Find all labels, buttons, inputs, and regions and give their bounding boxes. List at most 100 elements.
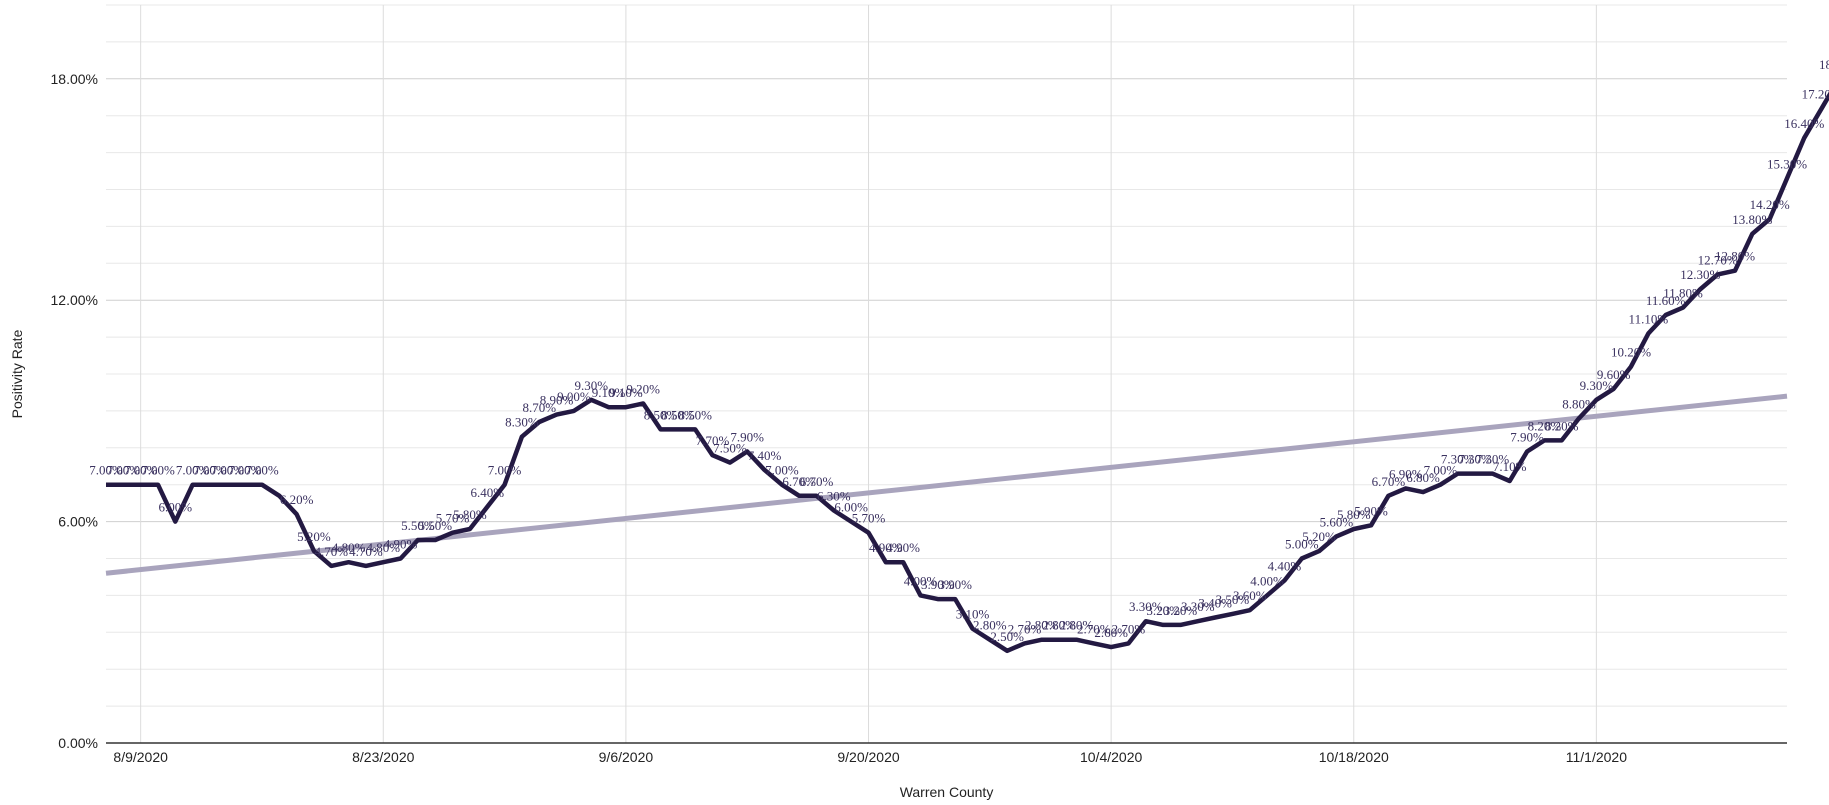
data-label: 18.00% bbox=[1819, 57, 1829, 72]
data-label: 8.50% bbox=[678, 407, 712, 422]
data-label: 6.70% bbox=[1372, 474, 1406, 489]
data-label: 3.30% bbox=[1129, 599, 1163, 614]
data-label: 5.00% bbox=[1285, 537, 1319, 552]
data-label: 9.10% bbox=[609, 385, 643, 400]
x-tick-label: 9/20/2020 bbox=[837, 749, 899, 765]
data-label: 4.70% bbox=[314, 544, 348, 559]
x-tick-label: 8/9/2020 bbox=[113, 749, 168, 765]
data-label: 6.70% bbox=[782, 474, 816, 489]
data-label: 6.80% bbox=[1406, 470, 1440, 485]
data-label: 8.80% bbox=[1562, 396, 1596, 411]
data-label: 7.30% bbox=[1476, 452, 1510, 467]
data-label: 3.40% bbox=[1198, 596, 1232, 611]
data-label: 3.10% bbox=[956, 607, 990, 622]
data-label: 7.30% bbox=[1458, 452, 1492, 467]
data-label: 2.80% bbox=[973, 618, 1007, 633]
data-labels: 7.00%7.00%7.00%7.00%6.00%7.00%7.00%7.00%… bbox=[89, 57, 1829, 644]
data-label: 9.60% bbox=[1597, 367, 1631, 382]
data-label: 7.00% bbox=[211, 463, 245, 478]
data-label: 8.20% bbox=[1545, 418, 1579, 433]
x-tick-label: 10/4/2020 bbox=[1080, 749, 1142, 765]
data-label: 3.20% bbox=[1164, 603, 1198, 618]
data-label: 4.80% bbox=[332, 540, 366, 555]
data-label: 6.00% bbox=[834, 500, 868, 515]
trendline bbox=[105, 393, 1788, 576]
data-label: 7.70% bbox=[696, 433, 730, 448]
data-label: 5.20% bbox=[1302, 529, 1336, 544]
data-label: 12.30% bbox=[1680, 267, 1720, 282]
data-label: 11.60% bbox=[1646, 293, 1686, 308]
gridlines bbox=[106, 4, 1787, 743]
data-label: 3.60% bbox=[1233, 588, 1267, 603]
data-label: 7.00% bbox=[765, 463, 799, 478]
data-label: 15.30% bbox=[1767, 156, 1807, 171]
data-label: 5.80% bbox=[1337, 507, 1371, 522]
data-label: 13.80% bbox=[1732, 212, 1772, 227]
data-label: 7.00% bbox=[176, 463, 210, 478]
data-label: 3.90% bbox=[921, 577, 955, 592]
data-label: 7.00% bbox=[141, 463, 175, 478]
data-label: 5.50% bbox=[401, 518, 435, 533]
data-label: 10.20% bbox=[1611, 345, 1651, 360]
data-label: 6.00% bbox=[159, 500, 193, 515]
data-label: 4.90% bbox=[886, 540, 920, 555]
y-tick-label: 18.00% bbox=[51, 71, 98, 87]
data-label: 7.40% bbox=[748, 448, 782, 463]
data-label: 5.50% bbox=[418, 518, 452, 533]
data-label: 7.30% bbox=[1441, 452, 1475, 467]
data-label: 7.00% bbox=[228, 463, 262, 478]
data-label: 8.30% bbox=[505, 415, 539, 430]
data-label: 6.20% bbox=[280, 492, 314, 507]
y-tick-label: 12.00% bbox=[51, 292, 98, 308]
x-axis-title: Warren County bbox=[900, 784, 994, 800]
data-label: 4.90% bbox=[384, 537, 418, 552]
series-line-positivity bbox=[106, 91, 1829, 654]
data-label: 9.00% bbox=[557, 389, 591, 404]
x-tick-label: 9/6/2020 bbox=[599, 749, 654, 765]
data-label: 2.70% bbox=[1112, 621, 1146, 636]
data-label: 8.50% bbox=[661, 407, 695, 422]
data-label: 6.90% bbox=[1389, 466, 1423, 481]
data-label: 5.60% bbox=[1320, 514, 1354, 529]
data-label: 3.30% bbox=[1181, 599, 1215, 614]
data-label: 9.30% bbox=[1580, 378, 1614, 393]
data-label: 7.50% bbox=[713, 441, 747, 456]
data-label: 7.00% bbox=[89, 463, 123, 478]
data-label: 5.80% bbox=[453, 507, 487, 522]
data-label: 2.70% bbox=[1008, 621, 1042, 636]
data-label: 2.80% bbox=[1060, 618, 1094, 633]
y-tick-label: 6.00% bbox=[58, 514, 98, 530]
data-label: 7.00% bbox=[245, 463, 279, 478]
data-label: 7.00% bbox=[107, 463, 141, 478]
data-label: 5.70% bbox=[852, 511, 886, 526]
data-label: 2.70% bbox=[1077, 621, 1111, 636]
data-label: 8.90% bbox=[540, 393, 574, 408]
x-tick-label: 8/23/2020 bbox=[352, 749, 414, 765]
data-label: 4.90% bbox=[869, 540, 903, 555]
data-label: 9.10% bbox=[592, 385, 626, 400]
y-axis-title: Positivity Rate bbox=[9, 329, 25, 418]
data-label: 11.80% bbox=[1663, 286, 1703, 301]
data-label: 9.30% bbox=[574, 378, 608, 393]
data-label: 7.90% bbox=[730, 429, 764, 444]
data-label: 8.20% bbox=[1528, 418, 1562, 433]
data-label: 12.80% bbox=[1715, 249, 1755, 264]
x-tick-labels: 8/9/2020 8/23/2020 9/6/2020 9/20/2020 10/4/2… bbox=[113, 749, 1627, 765]
data-label: 7.10% bbox=[1493, 459, 1527, 474]
data-label: 7.90% bbox=[1510, 429, 1544, 444]
data-label: 14.20% bbox=[1750, 197, 1790, 212]
data-label: 6.40% bbox=[470, 485, 504, 500]
x-tick-label: 10/18/2020 bbox=[1319, 749, 1389, 765]
data-label: 3.90% bbox=[938, 577, 972, 592]
data-label: 9.20% bbox=[626, 382, 660, 397]
data-label: 7.00% bbox=[488, 463, 522, 478]
data-label: 8.70% bbox=[522, 400, 556, 415]
data-label: 4.40% bbox=[1268, 559, 1302, 574]
x-tick-label: 11/1/2020 bbox=[1566, 749, 1627, 765]
data-label: 6.30% bbox=[817, 489, 851, 504]
data-label: 11.10% bbox=[1629, 311, 1669, 326]
data-label: 3.20% bbox=[1146, 603, 1180, 618]
data-label: 5.90% bbox=[1354, 503, 1388, 518]
data-label: 12.70% bbox=[1698, 252, 1738, 267]
